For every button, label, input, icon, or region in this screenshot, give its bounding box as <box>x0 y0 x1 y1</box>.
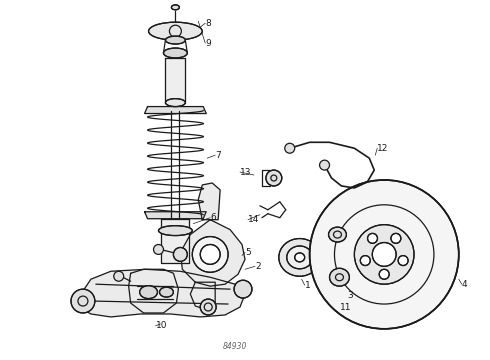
Text: 9: 9 <box>205 39 211 48</box>
Text: 12: 12 <box>377 144 389 153</box>
Ellipse shape <box>159 287 173 297</box>
Text: 84930: 84930 <box>223 342 247 351</box>
Circle shape <box>153 244 164 255</box>
Text: 2: 2 <box>255 262 261 271</box>
Circle shape <box>71 289 95 313</box>
Polygon shape <box>129 269 178 313</box>
Polygon shape <box>180 220 245 286</box>
Polygon shape <box>198 183 220 220</box>
Text: 11: 11 <box>340 302 351 311</box>
Circle shape <box>200 299 216 315</box>
Ellipse shape <box>166 36 185 44</box>
Text: 10: 10 <box>155 321 167 330</box>
Ellipse shape <box>166 99 185 107</box>
Circle shape <box>200 244 220 264</box>
Circle shape <box>114 271 123 281</box>
Polygon shape <box>145 212 206 219</box>
Ellipse shape <box>329 268 349 286</box>
Ellipse shape <box>164 48 187 58</box>
Circle shape <box>368 233 377 243</box>
Circle shape <box>360 256 370 266</box>
Circle shape <box>319 160 329 170</box>
Text: 5: 5 <box>245 248 251 257</box>
Polygon shape <box>190 282 215 309</box>
Polygon shape <box>166 58 185 103</box>
Text: 14: 14 <box>248 215 259 224</box>
Text: 3: 3 <box>347 291 353 300</box>
Ellipse shape <box>172 5 179 10</box>
Circle shape <box>266 170 282 186</box>
Text: 1: 1 <box>305 281 310 290</box>
Circle shape <box>192 237 228 272</box>
Text: 6: 6 <box>210 213 216 222</box>
Ellipse shape <box>148 22 202 40</box>
Circle shape <box>398 256 408 266</box>
Ellipse shape <box>158 226 192 235</box>
Text: 7: 7 <box>215 151 221 160</box>
Polygon shape <box>145 107 206 113</box>
Circle shape <box>379 269 389 279</box>
Text: 8: 8 <box>205 19 211 28</box>
Circle shape <box>354 225 414 284</box>
Text: 4: 4 <box>462 280 467 289</box>
Ellipse shape <box>294 253 305 262</box>
Ellipse shape <box>328 227 346 242</box>
Circle shape <box>173 247 187 261</box>
Circle shape <box>372 243 396 266</box>
Ellipse shape <box>140 286 157 298</box>
Ellipse shape <box>287 246 313 269</box>
Text: 13: 13 <box>240 167 251 176</box>
Circle shape <box>234 280 252 298</box>
Polygon shape <box>79 269 245 317</box>
Ellipse shape <box>279 239 320 276</box>
Circle shape <box>285 143 294 153</box>
Circle shape <box>391 233 401 243</box>
Circle shape <box>310 180 459 329</box>
Polygon shape <box>162 219 189 264</box>
